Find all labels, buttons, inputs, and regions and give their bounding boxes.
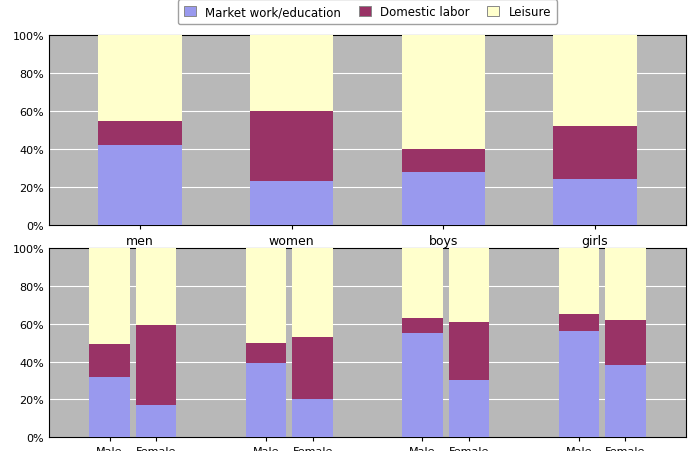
Bar [606, 248, 645, 320]
Bar [559, 248, 599, 314]
Bar [553, 180, 637, 226]
Bar [559, 331, 599, 437]
Bar [449, 322, 489, 381]
Bar [136, 326, 176, 405]
Bar [553, 127, 637, 180]
Bar [402, 36, 485, 150]
Bar [402, 172, 485, 226]
Bar [402, 248, 442, 318]
Bar [90, 248, 130, 345]
Bar [606, 365, 645, 437]
Bar [250, 182, 333, 226]
Bar [246, 248, 286, 343]
Bar [250, 36, 333, 112]
Bar [402, 150, 485, 172]
Bar [250, 112, 333, 182]
Bar [90, 345, 130, 377]
Bar [246, 343, 286, 364]
Legend: Market work/education, Domestic labor, Leisure: Market work/education, Domestic labor, L… [178, 0, 557, 25]
Bar [553, 36, 637, 127]
Bar [293, 400, 332, 437]
Bar [136, 248, 176, 326]
Bar [293, 337, 332, 400]
Bar [136, 405, 176, 437]
Bar [402, 333, 442, 437]
Bar [559, 314, 599, 331]
Bar [449, 381, 489, 437]
Bar [98, 146, 182, 226]
Bar [402, 318, 442, 333]
Bar [98, 121, 182, 146]
Bar [246, 364, 286, 437]
Bar [98, 36, 182, 121]
Bar [293, 248, 332, 337]
Bar [90, 377, 130, 437]
Bar [449, 248, 489, 322]
Bar [606, 320, 645, 365]
